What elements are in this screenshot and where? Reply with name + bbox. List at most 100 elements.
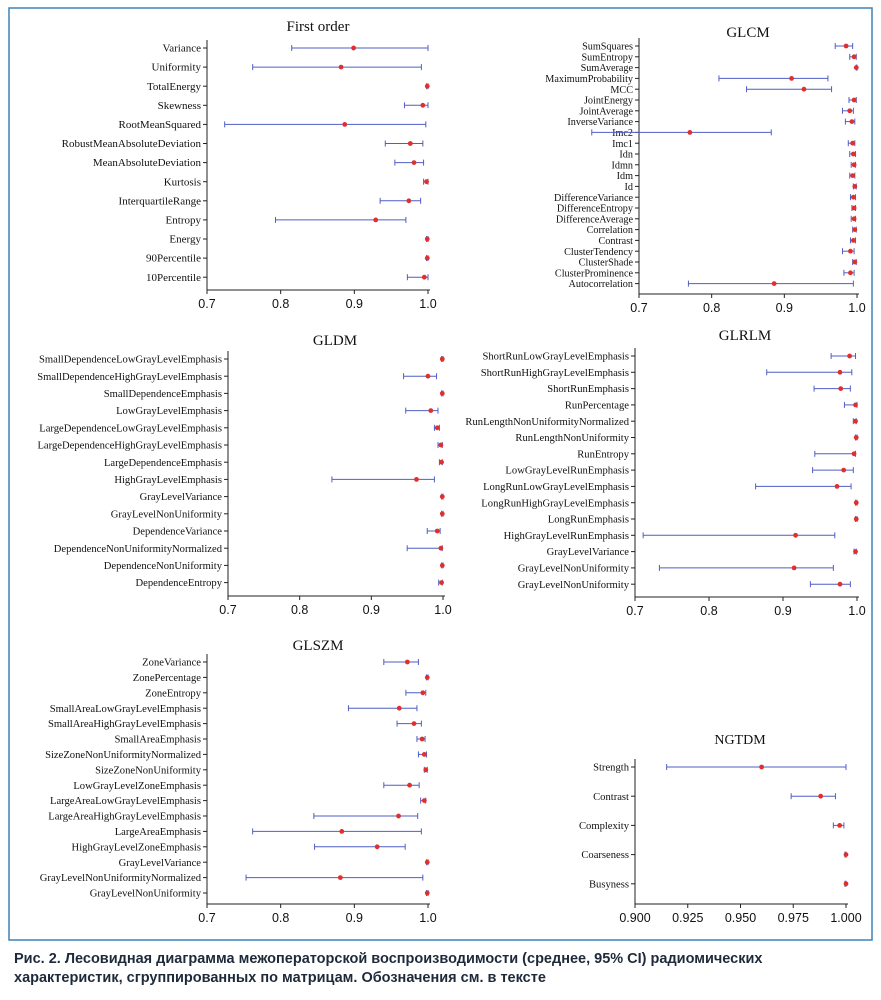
row-label: Idm: [617, 171, 633, 182]
row-label: LowGrayLevelZoneEmphasis: [73, 781, 201, 792]
row-label: InverseVariance: [567, 117, 633, 128]
mean-point: [848, 248, 853, 254]
mean-point: [439, 563, 445, 568]
row-label: JointEnergy: [584, 96, 634, 107]
mean-point: [424, 890, 430, 896]
mean-point: [434, 528, 440, 534]
row-label: RobustMeanAbsoluteDeviation: [62, 138, 202, 150]
x-tick-label: 1.0: [848, 604, 865, 618]
row-label: ShortRunHighGrayLevelEmphasis: [481, 368, 629, 379]
figure-caption: Рис. 2. Лесовидная диаграмма межоператор…: [14, 951, 763, 986]
row-label: LargeAreaEmphasis: [115, 827, 201, 838]
x-tick-label: 0.900: [619, 911, 650, 925]
mean-point: [411, 721, 417, 726]
mean-point: [771, 281, 777, 286]
mean-point: [407, 141, 413, 146]
row-label: HighGrayLevelRunEmphasis: [504, 531, 629, 542]
mean-point: [424, 255, 430, 261]
mean-point: [851, 216, 857, 222]
row-label: JointAverage: [579, 106, 633, 117]
mean-point: [419, 736, 425, 742]
mean-point: [439, 511, 445, 517]
row-label: RunPercentage: [565, 401, 629, 412]
mean-point: [342, 122, 348, 127]
mean-point: [406, 198, 412, 204]
mean-point: [438, 442, 444, 448]
row-label: ZoneVariance: [142, 658, 201, 669]
mean-point: [373, 217, 379, 223]
x-tick-label: 0.8: [700, 604, 717, 618]
mean-point: [852, 259, 858, 265]
row-label: Correlation: [587, 225, 633, 236]
mean-point: [424, 859, 430, 865]
mean-point: [338, 64, 344, 70]
mean-point: [424, 179, 429, 185]
row-label: DependenceEntropy: [136, 578, 223, 589]
row-label: LongRunHighGrayLevelEmphasis: [481, 498, 629, 509]
mean-point: [687, 130, 693, 135]
mean-point: [841, 467, 847, 473]
x-tick-label: 0.7: [198, 297, 215, 311]
x-tick-label: 0.925: [672, 911, 703, 925]
row-label: Contrast: [598, 236, 633, 247]
mean-point: [407, 782, 412, 788]
mean-point: [434, 425, 440, 431]
row-label: LongRunLowGrayLevelEmphasis: [483, 482, 629, 493]
row-label: MaximumProbability: [545, 74, 634, 85]
mean-point: [421, 798, 427, 803]
row-label: ZoneEntropy: [145, 688, 202, 699]
row-label: Complexity: [579, 821, 630, 832]
mean-point: [850, 173, 856, 179]
x-tick-label: 1.0: [419, 911, 436, 925]
mean-point: [843, 43, 849, 49]
row-label: DependenceNonUniformity: [104, 561, 223, 572]
row-label: MeanAbsoluteDeviation: [93, 157, 202, 169]
mean-point: [852, 227, 858, 233]
mean-point: [423, 767, 429, 773]
row-label: LargeDependenceHighGrayLevelEmphasis: [37, 441, 222, 452]
mean-point: [850, 238, 856, 243]
mean-point: [852, 184, 858, 189]
x-tick-label: 1.0: [434, 603, 451, 617]
mean-point: [438, 545, 444, 551]
mean-point: [851, 54, 857, 60]
panel-glcm: GLCM 0.7 0.8 0.9 1.0 SumSquaresSumEntropySumA…: [545, 25, 865, 315]
row-label: RunLengthNonUniformity: [515, 433, 629, 444]
panel-title: GLSZM: [293, 638, 344, 654]
mean-point: [851, 451, 857, 457]
mean-point: [420, 690, 426, 696]
mean-point: [424, 675, 430, 680]
row-label: MCC: [610, 85, 633, 96]
x-tick-label: 0.9: [363, 603, 380, 617]
mean-point: [337, 875, 343, 880]
x-tick-label: 0.7: [219, 603, 236, 617]
mean-point: [374, 844, 380, 850]
figure-frame: [8, 7, 873, 941]
mean-point: [818, 793, 824, 799]
row-label: ShortRunEmphasis: [547, 384, 629, 395]
row-label: Kurtosis: [164, 176, 201, 188]
mean-point: [351, 45, 356, 51]
mean-point: [789, 76, 794, 81]
row-label: RunLengthNonUniformityNormalized: [465, 417, 629, 428]
row-label: SumEntropy: [581, 52, 633, 63]
x-tick-label: 0.9: [774, 604, 791, 618]
mean-point: [853, 418, 858, 424]
row-label: GrayLevelVariance: [119, 858, 202, 869]
row-label: SumAverage: [581, 63, 634, 74]
mean-point: [843, 852, 849, 857]
mean-point: [853, 435, 859, 440]
row-label: SmallAreaLowGrayLevelEmphasis: [50, 704, 201, 715]
row-label: GrayLevelNonUniformity: [518, 564, 630, 575]
row-label: Autocorrelation: [569, 279, 634, 290]
row-label: Contrast: [593, 792, 629, 803]
row-label: DifferenceAverage: [556, 214, 634, 225]
row-label: GrayLevelNonUniformity: [518, 580, 630, 591]
row-label: Imc2: [612, 128, 633, 139]
row-label: DifferenceEntropy: [557, 204, 634, 215]
mean-point: [848, 270, 853, 276]
mean-point: [853, 402, 858, 408]
row-label: SmallAreaEmphasis: [115, 735, 202, 746]
panel-gldm: GLDM 0.7 0.8 0.9 1.0 SmallDependenceLowGrayLe…: [37, 333, 451, 617]
